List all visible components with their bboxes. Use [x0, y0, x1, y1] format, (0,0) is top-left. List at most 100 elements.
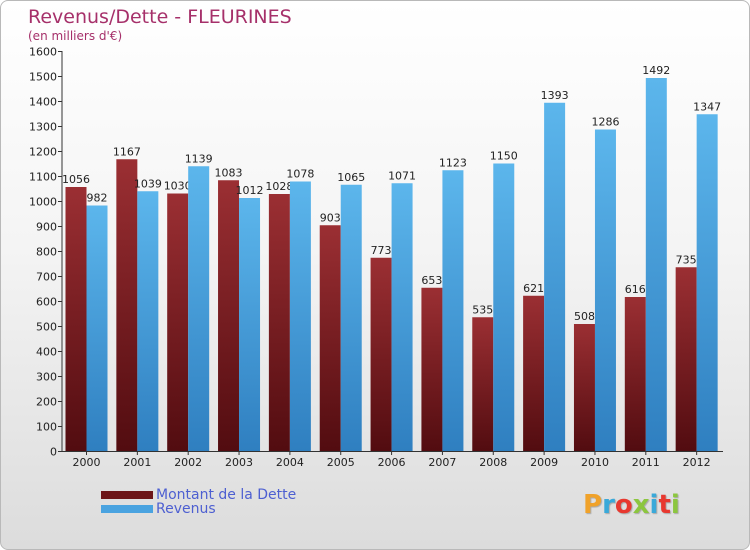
data-label: 1083 [215, 166, 243, 179]
legend-swatch-dette [101, 491, 153, 499]
bar-dette [624, 297, 646, 451]
y-tick-label: 100 [36, 421, 57, 434]
bar-dette [472, 317, 494, 451]
legend-label-dette: Montant de la Dette [156, 487, 297, 503]
bar-revenus [696, 114, 718, 451]
y-tick-label: 1100 [29, 171, 57, 184]
data-label: 621 [523, 282, 544, 295]
y-tick-label: 1400 [29, 96, 57, 109]
bar-revenus [391, 183, 413, 451]
y-tick-label: 1200 [29, 146, 57, 159]
data-label: 1056 [62, 173, 90, 186]
bar-revenus [645, 78, 667, 451]
data-label: 1393 [541, 89, 569, 102]
data-label: 1347 [693, 100, 721, 113]
x-tick-label: 2009 [530, 456, 558, 469]
x-tick-label: 2008 [479, 456, 507, 469]
y-tick-label: 500 [36, 321, 57, 334]
logo-letter: i [670, 490, 680, 520]
y-tick-label: 1600 [29, 46, 57, 59]
bar-dette [167, 193, 189, 451]
y-tick-label: 1300 [29, 121, 57, 134]
data-label: 1492 [642, 64, 670, 77]
bar-revenus [86, 205, 108, 451]
bar-dette [573, 324, 595, 451]
bar-revenus [544, 102, 566, 451]
y-tick-label: 1500 [29, 71, 57, 84]
x-tick-label: 2000 [73, 456, 101, 469]
proxiti-logo: Proxiti [583, 490, 680, 520]
x-tick-label: 2005 [327, 456, 355, 469]
x-tick-label: 2011 [632, 456, 660, 469]
y-tick-label: 400 [36, 346, 57, 359]
data-label: 616 [625, 283, 646, 296]
data-label: 903 [320, 211, 341, 224]
x-tick-label: 2012 [683, 456, 711, 469]
y-tick-label: 200 [36, 396, 57, 409]
x-tick-label: 2002 [174, 456, 202, 469]
y-tick-label: 300 [36, 371, 57, 384]
data-label: 982 [87, 192, 108, 205]
data-label: 1123 [439, 156, 467, 169]
bar-revenus [442, 170, 464, 451]
data-label: 508 [574, 310, 595, 323]
data-label: 1071 [388, 169, 416, 182]
data-label: 1065 [337, 171, 365, 184]
bar-dette [218, 180, 240, 451]
data-label: 535 [472, 303, 493, 316]
data-label: 1039 [134, 177, 162, 190]
bar-revenus [137, 191, 159, 451]
logo-letter: P [583, 490, 603, 520]
x-tick-label: 2006 [378, 456, 406, 469]
data-label: 1167 [113, 145, 141, 158]
legend-item-revenus: Revenus [101, 501, 216, 517]
y-tick-label: 700 [36, 271, 57, 284]
y-tick-label: 900 [36, 221, 57, 234]
data-label: 1150 [490, 150, 518, 163]
bar-revenus [188, 166, 210, 451]
data-label: 1139 [185, 152, 213, 165]
legend-label-revenus: Revenus [156, 501, 216, 517]
logo-letter: i [649, 490, 659, 520]
bar-revenus [289, 181, 311, 451]
legend-item-dette: Montant de la Dette [101, 487, 296, 503]
legend-swatch-revenus [101, 505, 153, 513]
x-tick-label: 2010 [581, 456, 609, 469]
logo-letter: t [658, 490, 671, 520]
data-label: 735 [676, 253, 697, 266]
data-label: 1012 [236, 184, 264, 197]
x-tick-label: 2004 [276, 456, 304, 469]
bar-revenus [594, 129, 616, 451]
bar-dette [65, 187, 87, 451]
x-tick-label: 2003 [225, 456, 253, 469]
chart-title: Revenus/Dette - FLEURINES [28, 6, 292, 28]
bar-revenus [493, 163, 515, 451]
bar-dette [370, 257, 392, 451]
data-label: 1078 [286, 168, 314, 181]
y-tick-label: 0 [50, 446, 57, 459]
bar-revenus [239, 198, 261, 451]
data-label: 653 [421, 274, 442, 287]
data-label: 773 [371, 244, 392, 257]
logo-letter: x [632, 490, 650, 520]
x-tick-label: 2007 [428, 456, 456, 469]
data-label: 1028 [265, 180, 293, 193]
x-tick-label: 2001 [123, 456, 151, 469]
logo-letter: r [602, 490, 615, 520]
bar-dette [319, 225, 341, 451]
data-label: 1286 [591, 116, 619, 129]
bar-dette [268, 194, 290, 451]
logo-letter: o [614, 490, 633, 520]
bar-revenus [340, 184, 362, 451]
y-tick-label: 800 [36, 246, 57, 259]
bar-dette [675, 267, 697, 451]
chart-subtitle: (en milliers d'€) [28, 29, 123, 43]
bar-dette [421, 287, 443, 451]
bar-dette [523, 295, 545, 451]
bar-dette [116, 159, 138, 451]
y-tick-label: 1000 [29, 196, 57, 209]
data-label: 1030 [164, 180, 192, 193]
y-tick-label: 600 [36, 296, 57, 309]
